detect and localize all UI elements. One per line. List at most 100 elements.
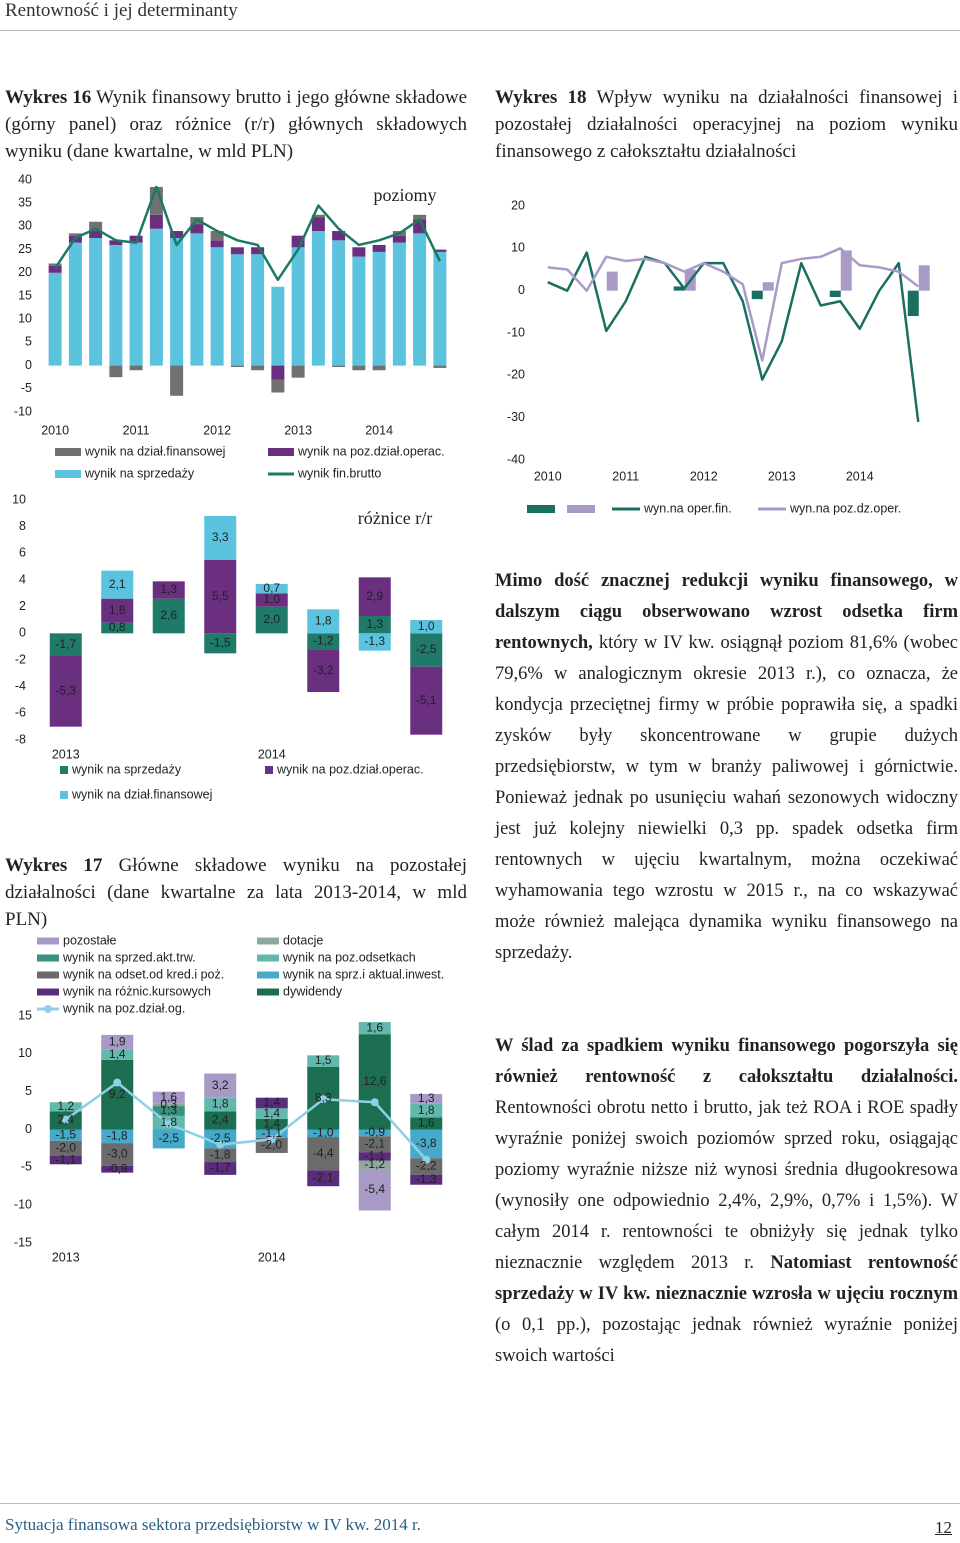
y-tick-label: 30 [18,219,32,233]
value-label: -1,7 [55,637,76,651]
bar [170,231,184,238]
bar [204,1097,237,1112]
figure-number: Wykres 16 [5,87,92,108]
bar [410,1158,443,1175]
legend-label: wynik na sprzed.akt.trw. [62,950,196,964]
figure-number: Wykres 18 [495,87,587,108]
bar [251,365,265,371]
figure-caption: Wykres 16 Wynik finansowy brutto i jego … [5,84,467,165]
bar [918,265,930,291]
y-tick-label: 10 [18,1046,32,1060]
value-label: 1,8 [418,1103,435,1117]
bar [210,247,224,366]
value-label: 12,6 [363,1074,387,1088]
bar [204,1073,237,1098]
value-label: -5,4 [364,1182,385,1196]
legend-label: dywidendy [283,984,343,998]
value-label: -4,4 [313,1146,334,1160]
value-label: 1,0 [263,592,280,606]
legend-label: wynik na poz.dział.operac. [297,444,445,458]
x-tick-label: 2010 [41,423,69,437]
bar [358,1160,391,1170]
bar [152,1091,185,1104]
bar [101,1049,134,1060]
x-tick-label: 2013 [284,423,312,437]
y-tick-label: -5 [21,381,32,395]
bar [152,1106,185,1116]
bar [762,282,774,291]
x-tick-label: 2014 [365,423,393,437]
bar [68,233,82,236]
legend-swatch [257,988,279,996]
value-label: 0,8 [109,620,126,634]
value-label: 2,4 [57,1113,74,1127]
text: (o 0,1 pp.), pozostając jednak również w… [495,1315,958,1366]
annotation: poziomy [374,185,437,205]
value-label: 1,3 [160,582,177,596]
legend-swatch [265,766,273,774]
bar [230,247,244,255]
line-marker [370,1098,379,1107]
bar [352,247,366,257]
y-tick-label: 6 [19,546,26,560]
value-label: 1,8 [160,1115,177,1129]
bar [48,263,62,266]
bar [606,271,618,291]
legend-label: wynik na różnic.kursowych [62,984,211,998]
value-label: -1,8 [107,1128,128,1142]
value-label: -1,7 [210,1161,231,1175]
bar [410,666,443,735]
bar [410,633,443,667]
legend-label: wynik na poz.dział.og. [62,1001,185,1015]
bar [433,249,447,252]
bar [311,214,325,218]
bar [358,1169,391,1211]
legend-label: wyn.na oper.fin. [643,501,732,515]
bar [410,1117,443,1130]
bar [392,235,406,243]
y-tick-label: -6 [15,706,26,720]
value-label: -1,3 [416,1172,437,1186]
bar [307,1129,340,1138]
bar [307,609,340,634]
y-tick-label: 20 [511,198,525,212]
y-tick-label: 35 [18,195,32,209]
value-label: 9,2 [109,1087,126,1101]
value-label: 1,3 [418,1091,435,1105]
x-tick-label: 2013 [52,1250,80,1264]
legend-label: wynik na sprz.i aktual.inwest. [282,967,444,981]
bold-text: Mimo dość znacznej redukcji wyniku finan… [495,571,958,653]
y-tick-label: 2 [19,599,26,613]
value-label: -0,9 [107,1161,128,1175]
bar [255,1108,288,1119]
bar [255,584,288,594]
value-label: 2,0 [263,612,280,626]
bar [230,254,244,366]
figure-number: Wykres 17 [5,855,103,876]
value-label: -1,1 [261,1126,282,1140]
legend-swatch [60,766,68,774]
legend-swatch [567,505,595,513]
bar [410,1174,443,1185]
bar [413,214,427,220]
bar [204,1111,237,1130]
bar [149,228,163,366]
y-tick-label: -30 [507,410,525,424]
bar [255,1129,288,1138]
figure-caption: Wykres 18 Wpływ wyniku na działalności f… [495,84,958,165]
bar [170,365,184,396]
value-label: -5,3 [55,684,76,698]
legend-label: wynik na sprzedaży [71,762,182,776]
line-marker [61,1115,70,1124]
bar [255,1097,288,1109]
footer-rule [0,1503,960,1504]
figure-caption: Wykres 17 Główne składowe wyniku na pozo… [5,852,467,933]
bar [255,593,288,607]
line [54,185,441,282]
line [547,247,920,362]
legend-swatch [37,988,59,996]
y-tick-label: 4 [19,572,26,586]
y-tick-label: -15 [14,1235,32,1249]
legend-swatch [37,971,59,979]
value-label: -1,2 [313,634,334,648]
